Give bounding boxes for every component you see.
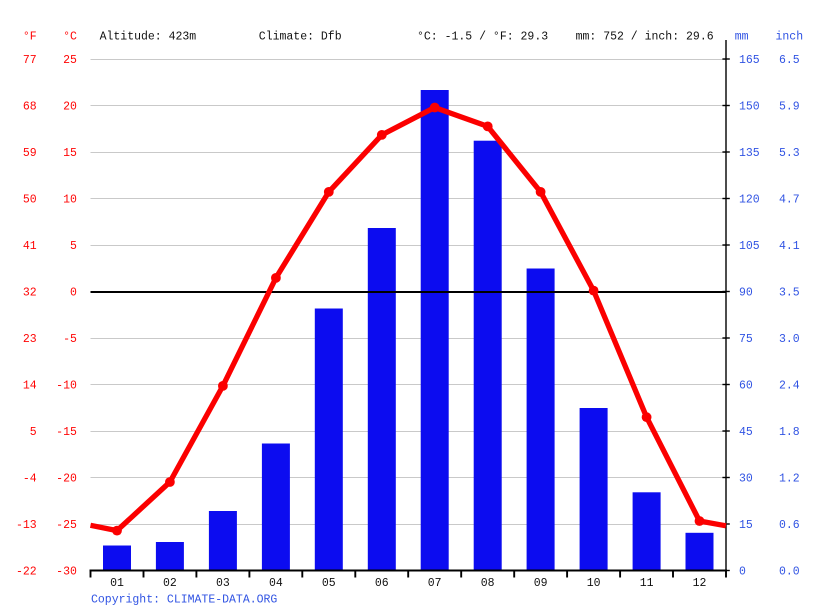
svg-text:04: 04 <box>269 577 283 590</box>
svg-text:-10: -10 <box>56 380 77 393</box>
svg-text:45: 45 <box>739 426 753 439</box>
svg-text:5.3: 5.3 <box>779 147 800 160</box>
svg-text:15: 15 <box>739 519 753 532</box>
svg-text:-15: -15 <box>56 426 77 439</box>
svg-text:02: 02 <box>163 577 177 590</box>
svg-text:41: 41 <box>23 240 37 253</box>
svg-text:77: 77 <box>23 54 37 67</box>
svg-text:59: 59 <box>23 147 37 160</box>
svg-text:6.5: 6.5 <box>779 54 800 67</box>
svg-text:3.0: 3.0 <box>779 333 800 346</box>
svg-text:-22: -22 <box>16 566 37 579</box>
svg-text:105: 105 <box>739 240 760 253</box>
svg-text:1.2: 1.2 <box>779 473 800 486</box>
svg-text:Altitude: 423m: Altitude: 423m <box>100 31 197 44</box>
svg-text:2.4: 2.4 <box>779 380 800 393</box>
svg-text:20: 20 <box>63 101 77 114</box>
svg-text:15: 15 <box>63 147 77 160</box>
svg-text:mm: 752 / inch: 29.6: mm: 752 / inch: 29.6 <box>576 31 714 44</box>
svg-text:32: 32 <box>23 287 37 300</box>
svg-text:135: 135 <box>739 147 760 160</box>
svg-text:Climate: Dfb: Climate: Dfb <box>259 31 342 44</box>
svg-text:75: 75 <box>739 333 753 346</box>
svg-text:10: 10 <box>63 194 77 207</box>
svg-text:10: 10 <box>587 577 601 590</box>
svg-text:30: 30 <box>739 473 753 486</box>
svg-text:5: 5 <box>30 426 37 439</box>
svg-text:°C: °C <box>63 31 77 44</box>
svg-text:-4: -4 <box>23 473 37 486</box>
svg-text:06: 06 <box>375 577 389 590</box>
svg-text:05: 05 <box>322 577 336 590</box>
svg-text:Copyright: CLIMATE-DATA.ORG: Copyright: CLIMATE-DATA.ORG <box>91 594 277 607</box>
svg-text:0: 0 <box>739 566 746 579</box>
svg-text:1.8: 1.8 <box>779 426 800 439</box>
svg-text:11: 11 <box>640 577 654 590</box>
svg-text:08: 08 <box>481 577 495 590</box>
svg-text:°F: °F <box>23 31 37 44</box>
svg-text:-30: -30 <box>56 566 77 579</box>
svg-text:mm: mm <box>735 31 749 44</box>
svg-text:50: 50 <box>23 194 37 207</box>
svg-text:120: 120 <box>739 194 760 207</box>
svg-text:14: 14 <box>23 380 37 393</box>
svg-text:150: 150 <box>739 101 760 114</box>
svg-text:165: 165 <box>739 54 760 67</box>
svg-text:5.9: 5.9 <box>779 101 800 114</box>
svg-text:03: 03 <box>216 577 230 590</box>
svg-text:68: 68 <box>23 101 37 114</box>
svg-text:inch: inch <box>776 31 804 44</box>
svg-text:4.7: 4.7 <box>779 194 800 207</box>
svg-text:-25: -25 <box>56 519 77 532</box>
svg-text:23: 23 <box>23 333 37 346</box>
svg-text:01: 01 <box>110 577 124 590</box>
svg-text:°C: -1.5 / °F: 29.3: °C: -1.5 / °F: 29.3 <box>417 31 548 44</box>
svg-text:0.0: 0.0 <box>779 566 800 579</box>
svg-text:12: 12 <box>693 577 707 590</box>
svg-text:07: 07 <box>428 577 442 590</box>
svg-text:4.1: 4.1 <box>779 240 800 253</box>
svg-text:25: 25 <box>63 54 77 67</box>
svg-text:-20: -20 <box>56 473 77 486</box>
svg-text:60: 60 <box>739 380 753 393</box>
svg-text:90: 90 <box>739 287 753 300</box>
svg-text:0.6: 0.6 <box>779 519 800 532</box>
svg-text:3.5: 3.5 <box>779 287 800 300</box>
svg-text:0: 0 <box>70 287 77 300</box>
svg-text:-13: -13 <box>16 519 37 532</box>
svg-text:09: 09 <box>534 577 548 590</box>
svg-text:-5: -5 <box>63 333 77 346</box>
svg-text:5: 5 <box>70 240 77 253</box>
